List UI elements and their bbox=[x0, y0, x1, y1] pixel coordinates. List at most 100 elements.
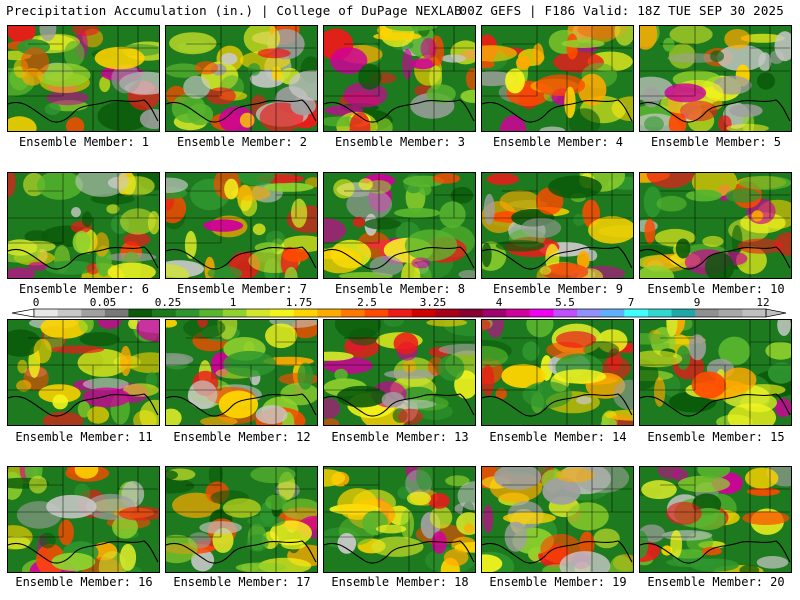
state-borders bbox=[482, 467, 632, 572]
colorbar-swatch bbox=[718, 309, 743, 317]
gulf-coastline bbox=[166, 246, 317, 270]
colorbar-swatch bbox=[529, 309, 554, 317]
state-borders bbox=[324, 467, 474, 572]
colorbar-swatch bbox=[152, 309, 177, 317]
colorbar-label: 5.5 bbox=[555, 296, 575, 309]
state-borders bbox=[8, 173, 158, 278]
colorbar-swatch bbox=[364, 309, 389, 317]
gulf-coastline bbox=[640, 99, 791, 123]
ensemble-member-map-20 bbox=[639, 466, 792, 573]
member-caption-11: Ensemble Member: 11 bbox=[15, 430, 153, 444]
map-title: Precipitation Accumulation (in.) | Colle… bbox=[6, 3, 462, 18]
colorbar-swatch bbox=[506, 309, 531, 317]
gulf-coastline bbox=[640, 540, 791, 564]
colorbar-swatch bbox=[411, 309, 436, 317]
member-caption-12: Ensemble Member: 12 bbox=[173, 430, 311, 444]
ensemble-member-map-2 bbox=[165, 25, 318, 132]
colorbar-swatch bbox=[34, 309, 59, 317]
state-borders bbox=[166, 467, 316, 572]
colorbar-swatch bbox=[577, 309, 602, 317]
colorbar-swatch bbox=[340, 309, 365, 317]
gulf-coastline bbox=[8, 540, 159, 564]
gulf-coastline bbox=[482, 99, 633, 123]
colorbar-min-arrow bbox=[11, 308, 35, 318]
colorbar-label: 0.25 bbox=[155, 296, 182, 309]
colorbar-swatch bbox=[128, 309, 153, 317]
state-borders bbox=[8, 467, 158, 572]
precip-colorbar: 0 0.05 0.25 1 1.75 2.5 3.25 4 5.5 7 9 12 bbox=[11, 296, 787, 318]
gulf-coastline bbox=[324, 540, 475, 564]
precip-field bbox=[640, 173, 791, 278]
member-caption-16: Ensemble Member: 16 bbox=[15, 575, 153, 589]
colorbar-swatch bbox=[435, 309, 460, 317]
colorbar-swatch bbox=[104, 309, 129, 317]
precip-field bbox=[482, 173, 633, 278]
gulf-coastline bbox=[166, 540, 317, 564]
ensemble-member-map-10 bbox=[639, 172, 792, 279]
precip-field bbox=[640, 467, 791, 572]
precip-field bbox=[482, 467, 633, 572]
ensemble-member-map-4 bbox=[481, 25, 634, 132]
colorbar-label: 9 bbox=[694, 296, 701, 309]
ensemble-member-map-7 bbox=[165, 172, 318, 279]
colorbar-swatch bbox=[388, 309, 413, 317]
colorbar-label: 12 bbox=[756, 296, 769, 309]
colorbar-swatch bbox=[81, 309, 106, 317]
colorbar-swatch bbox=[695, 309, 720, 317]
precip-field bbox=[8, 467, 159, 572]
colorbar-swatch bbox=[647, 309, 672, 317]
precip-field bbox=[640, 320, 791, 425]
precip-field bbox=[324, 173, 475, 278]
gulf-coastline bbox=[8, 99, 159, 123]
colorbar-label: 4 bbox=[496, 296, 503, 309]
ensemble-member-map-18 bbox=[323, 466, 476, 573]
colorbar-label: 1 bbox=[230, 296, 237, 309]
state-borders bbox=[482, 173, 632, 278]
member-caption-19: Ensemble Member: 19 bbox=[489, 575, 627, 589]
ensemble-member-map-3 bbox=[323, 25, 476, 132]
precip-field bbox=[640, 26, 791, 131]
precip-field bbox=[324, 467, 475, 572]
member-caption-17: Ensemble Member: 17 bbox=[173, 575, 311, 589]
colorbar-swatch bbox=[175, 309, 200, 317]
gulf-coastline bbox=[166, 99, 317, 123]
colorbar-label: 1.75 bbox=[286, 296, 313, 309]
member-caption-6: Ensemble Member: 6 bbox=[18, 282, 150, 296]
precip-field bbox=[8, 173, 159, 278]
colorbar-label: 2.5 bbox=[357, 296, 377, 309]
state-borders bbox=[166, 320, 316, 425]
colorbar-swatch bbox=[317, 309, 342, 317]
ensemble-member-map-17 bbox=[165, 466, 318, 573]
colorbar-swatch bbox=[57, 309, 82, 317]
state-borders bbox=[482, 26, 632, 131]
ensemble-member-map-5 bbox=[639, 25, 792, 132]
colorbar-label: 3.25 bbox=[420, 296, 447, 309]
state-borders bbox=[324, 173, 474, 278]
member-caption-10: Ensemble Member: 10 bbox=[647, 282, 785, 296]
ensemble-member-map-11 bbox=[7, 319, 160, 426]
ensemble-member-map-15 bbox=[639, 319, 792, 426]
colorbar-swatch bbox=[482, 309, 507, 317]
state-borders bbox=[166, 173, 316, 278]
gulf-coastline bbox=[324, 393, 475, 417]
colorbar-label: 7 bbox=[628, 296, 635, 309]
state-borders bbox=[324, 26, 474, 131]
colorbar-swatch bbox=[222, 309, 247, 317]
member-caption-14: Ensemble Member: 14 bbox=[489, 430, 627, 444]
gulf-coastline bbox=[482, 246, 633, 270]
state-borders bbox=[640, 467, 790, 572]
ensemble-member-map-13 bbox=[323, 319, 476, 426]
member-caption-18: Ensemble Member: 18 bbox=[331, 575, 469, 589]
ensemble-member-map-6 bbox=[7, 172, 160, 279]
ensemble-member-map-9 bbox=[481, 172, 634, 279]
gulf-coastline bbox=[640, 246, 791, 270]
ensemble-member-map-8 bbox=[323, 172, 476, 279]
gulf-coastline bbox=[482, 393, 633, 417]
state-borders bbox=[8, 320, 158, 425]
member-caption-15: Ensemble Member: 15 bbox=[647, 430, 785, 444]
state-borders bbox=[324, 320, 474, 425]
colorbar-swatch bbox=[199, 309, 224, 317]
colorbar-swatch bbox=[246, 309, 271, 317]
gulf-coastline bbox=[8, 393, 159, 417]
member-caption-3: Ensemble Member: 3 bbox=[334, 135, 466, 149]
